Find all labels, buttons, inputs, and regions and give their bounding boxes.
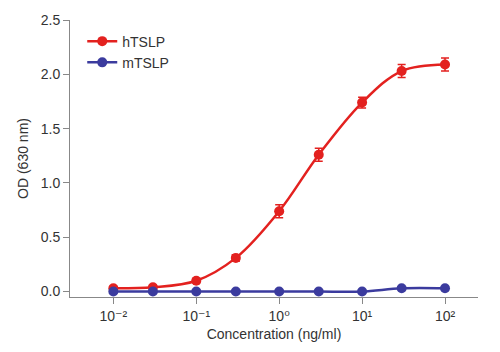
- svg-text:10⁻²: 10⁻²: [100, 308, 128, 324]
- svg-text:1.5: 1.5: [41, 121, 61, 137]
- svg-text:0.0: 0.0: [41, 283, 61, 299]
- svg-text:1.0: 1.0: [41, 175, 61, 191]
- svg-text:10²: 10²: [435, 308, 456, 324]
- svg-text:10¹: 10¹: [352, 308, 373, 324]
- svg-text:2.5: 2.5: [41, 12, 61, 28]
- svg-text:10⁻¹: 10⁻¹: [182, 308, 210, 324]
- svg-text:10⁰: 10⁰: [269, 308, 291, 324]
- svg-text:Concentration (ng/ml): Concentration (ng/ml): [207, 326, 342, 342]
- svg-text:mTSLP: mTSLP: [122, 55, 169, 71]
- svg-text:hTSLP: hTSLP: [122, 34, 165, 50]
- svg-text:0.5: 0.5: [41, 229, 61, 245]
- svg-text:2.0: 2.0: [41, 66, 61, 82]
- svg-text:OD (630 nm): OD (630 nm): [15, 118, 31, 199]
